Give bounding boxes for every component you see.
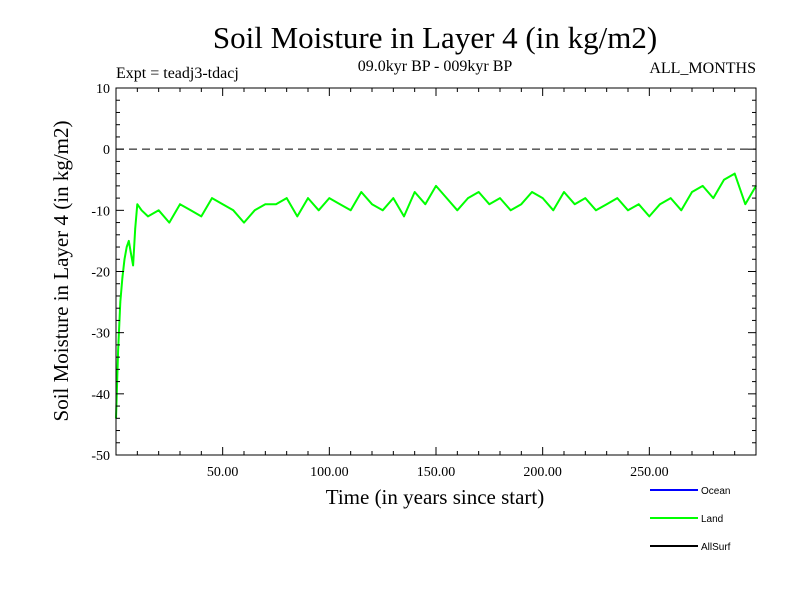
series-land-point [669, 197, 672, 199]
series-land-point [723, 179, 725, 181]
chart-title: Soil Moisture in Layer 4 (in kg/m2) [213, 20, 657, 55]
legend-land-label: Land [701, 514, 723, 525]
series-land-point [573, 203, 576, 205]
series-land-point [296, 215, 299, 218]
series-land-point [349, 209, 352, 212]
series-land-point [125, 246, 128, 248]
x-tick-label: 100.00 [310, 465, 349, 480]
series-land-point [680, 209, 683, 212]
x-tick-label: 150.00 [417, 465, 456, 480]
series-land-point [531, 191, 533, 193]
series-land-point [157, 209, 160, 212]
series-land-point [467, 197, 469, 199]
series-land-point [200, 215, 203, 218]
series-land-point [264, 203, 267, 205]
series-land-point [648, 215, 651, 218]
series-land-point [136, 203, 139, 205]
series-land-point [435, 185, 437, 187]
y-tick-label: 10 [96, 82, 110, 97]
period-label: 09.0kyr BP - 009kyr BP [358, 58, 513, 75]
series-land-point [317, 209, 320, 212]
series-land-point [189, 209, 192, 212]
series-land-point [637, 203, 640, 205]
legend-allsurf-label: AllSurf [701, 542, 731, 553]
series-land-point [128, 240, 130, 242]
series-land-point [360, 191, 363, 193]
series-land-point [712, 197, 715, 199]
series-land-point [328, 197, 331, 199]
series-land-point [130, 252, 132, 254]
series-land-point [339, 203, 341, 205]
series-land-point [552, 209, 555, 212]
series-land-point [456, 209, 459, 212]
series-land-point [477, 191, 480, 193]
series-land-point [243, 221, 245, 224]
experiment-label: Expt = teadj3-tdacj [116, 65, 239, 82]
series-land-point [132, 264, 134, 267]
series-land-point [563, 191, 565, 193]
series-land-point [595, 209, 597, 212]
series-land-point [701, 185, 704, 187]
series-land-point [179, 203, 181, 205]
series-land-point [211, 197, 213, 199]
y-tick-label: -30 [91, 327, 110, 342]
series-land-point [307, 197, 309, 199]
series-land-point [232, 209, 235, 212]
legend-ocean-label: Ocean [701, 486, 730, 497]
y-axis-label: Soil Moisture in Layer 4 (in kg/m2) [49, 121, 73, 422]
series-land-point [168, 221, 171, 224]
series-land-point [509, 209, 512, 212]
series-land-point [147, 215, 149, 218]
series-land-point [413, 191, 416, 193]
series-land-point [627, 209, 629, 212]
series-land-point [605, 203, 608, 205]
x-tick-label: 200.00 [523, 465, 562, 480]
series-land-point [392, 197, 395, 199]
y-tick-label: -10 [91, 204, 110, 219]
series-land-point [117, 350, 119, 352]
series-land-point [659, 203, 661, 205]
y-tick-label: -50 [91, 449, 110, 464]
series-land-point [744, 203, 747, 205]
series-land-point [424, 203, 427, 205]
series-land-point [253, 209, 256, 212]
series-land-point [445, 197, 448, 199]
series-land-point [499, 197, 501, 199]
x-axis-label: Time (in years since start) [326, 485, 545, 509]
series-land-line [115, 172, 757, 419]
series-land-point [134, 227, 136, 230]
series-land-point [121, 276, 124, 279]
series-land-point [403, 215, 405, 218]
series-land-point [488, 203, 491, 205]
y-tick-label: -20 [91, 266, 110, 281]
months-label: ALL_MONTHS [649, 60, 756, 77]
series-land-point [275, 203, 277, 205]
y-tick-label: 0 [103, 143, 110, 158]
series-land-point [119, 301, 122, 303]
series-land-point [140, 209, 143, 212]
y-tick-label: -40 [91, 388, 110, 403]
series-land-point [541, 197, 544, 199]
series-land-point [733, 172, 736, 175]
series-land-point [584, 197, 587, 199]
series-land-point [616, 197, 619, 199]
plot-frame [115, 87, 757, 456]
series-land-point [381, 209, 384, 212]
series-land-point [691, 191, 693, 193]
series-land-point [285, 197, 288, 199]
x-tick-label: 50.00 [207, 465, 239, 480]
series-land-point [520, 203, 523, 205]
series-land-point [371, 203, 373, 205]
series-land-point [123, 258, 126, 261]
x-tick-label: 250.00 [630, 465, 669, 480]
series-land-point [221, 203, 224, 205]
